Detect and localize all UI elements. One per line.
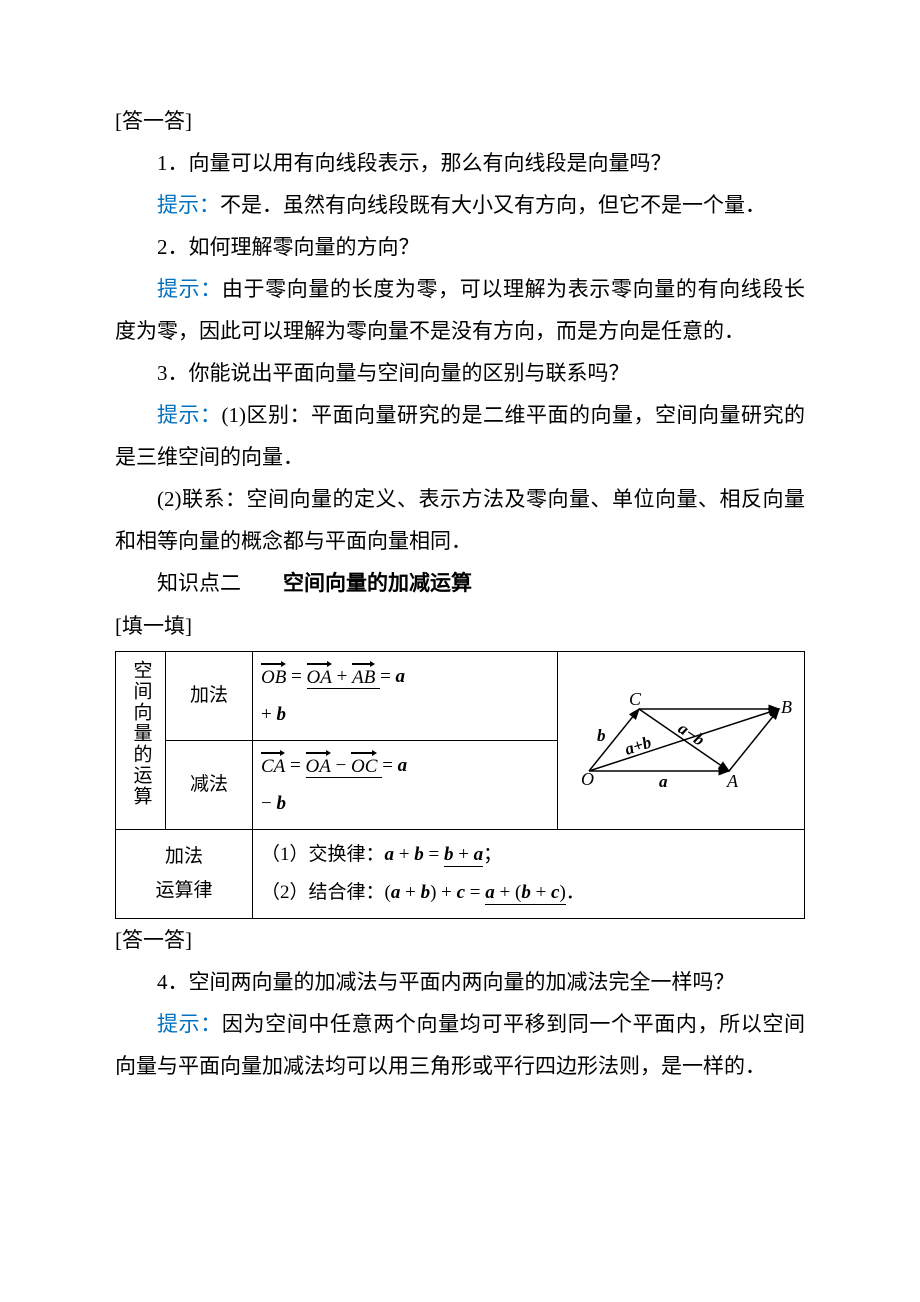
answer-1: 提示：不是．虽然有向线段既有大小又有方向，但它不是一个量．: [115, 184, 805, 226]
answer-1-body: 不是．虽然有向线段既有大小又有方向，但它不是一个量．: [220, 193, 766, 217]
question-2: 2．如何理解零向量的方向？: [115, 226, 805, 268]
vector-AB: AB: [352, 661, 375, 693]
kpoint-prefix: 知识点二: [157, 571, 283, 595]
law-label-l1: 加法: [165, 846, 203, 867]
kpoint-title: 空间向量的加减运算: [283, 572, 472, 595]
knowledge-point: 知识点二 空间向量的加减运算: [115, 562, 805, 605]
vector-OB: OB: [261, 661, 286, 693]
question-1: 1．向量可以用有向线段表示，那么有向线段是向量吗？: [115, 142, 805, 184]
svg-text:a: a: [659, 772, 668, 791]
svg-text:C: C: [629, 691, 642, 709]
row-group-label-cell: 空间向量的运算: [116, 652, 166, 830]
heading-qa-1: [答一答]: [115, 100, 805, 142]
svg-text:B: B: [781, 697, 792, 717]
diagram-cell: O A C B a b a+b a−b: [558, 652, 805, 830]
law1-prefix: （1）交换律：: [261, 844, 385, 865]
question-4: 4．空间两向量的加减法与平面内两向量的加减法完全一样吗？: [115, 961, 805, 1003]
answer-3-part2: (2)联系：空间向量的定义、表示方法及零向量、单位向量、相反向量和相等向量的概念…: [115, 478, 805, 562]
formula-cell: OB = OA + AB = a + b: [253, 652, 558, 741]
table-row: 空间向量的运算 加法 OB = OA + AB = a + b: [116, 652, 805, 741]
op-cell: 减法: [165, 741, 252, 830]
svg-text:b: b: [597, 726, 606, 745]
vector-OC: OC: [351, 750, 377, 782]
table-row: 加法 运算律 （1）交换律：a + b = b + a； （2）结合律：(a +…: [116, 830, 805, 919]
svg-text:O: O: [581, 769, 594, 789]
vector-CA: CA: [261, 750, 285, 782]
formula-cell: CA = OA − OC = a − b: [253, 741, 558, 830]
law-label-l2: 运算律: [155, 880, 212, 901]
question-3: 3．你能说出平面向量与空间向量的区别与联系吗？: [115, 352, 805, 394]
hint-label: 提示：: [157, 277, 222, 301]
row-group-label: 空间向量的运算: [121, 660, 159, 807]
op-cell: 加法: [165, 652, 252, 741]
answer-2: 提示：由于零向量的长度为零，可以理解为表示零向量的有向线段长度为零，因此可以理解…: [115, 268, 805, 352]
vector-OA2: OA: [306, 750, 331, 782]
svg-text:a+b: a+b: [622, 732, 653, 758]
hint-label: 提示：: [157, 193, 220, 217]
vector-operations-table: 空间向量的运算 加法 OB = OA + AB = a + b: [115, 651, 805, 919]
hint-label: 提示：: [157, 1012, 222, 1036]
law2-prefix: （2）结合律：: [261, 882, 385, 903]
heading-fill: [填一填]: [115, 605, 805, 647]
vector-OA: OA: [307, 661, 332, 693]
answer-4: 提示：因为空间中任意两个向量均可平移到同一个平面内，所以空间向量与平面向量加减法…: [115, 1003, 805, 1087]
law-formula-cell: （1）交换律：a + b = b + a； （2）结合律：(a + b) + c…: [253, 830, 805, 919]
page: [答一答] 1．向量可以用有向线段表示，那么有向线段是向量吗？ 提示：不是．虽然…: [0, 0, 920, 1302]
answer-3-part1: 提示：(1)区别：平面向量研究的是二维平面的向量，空间向量研究的是三维空间的向量…: [115, 394, 805, 478]
svg-text:a−b: a−b: [674, 718, 707, 749]
law-label-cell: 加法 运算律: [116, 830, 253, 919]
hint-label: 提示：: [157, 403, 222, 427]
svg-text:A: A: [726, 771, 739, 791]
heading-qa-2: [答一答]: [115, 919, 805, 961]
parallelogram-diagram: O A C B a b a+b a−b: [569, 691, 794, 791]
